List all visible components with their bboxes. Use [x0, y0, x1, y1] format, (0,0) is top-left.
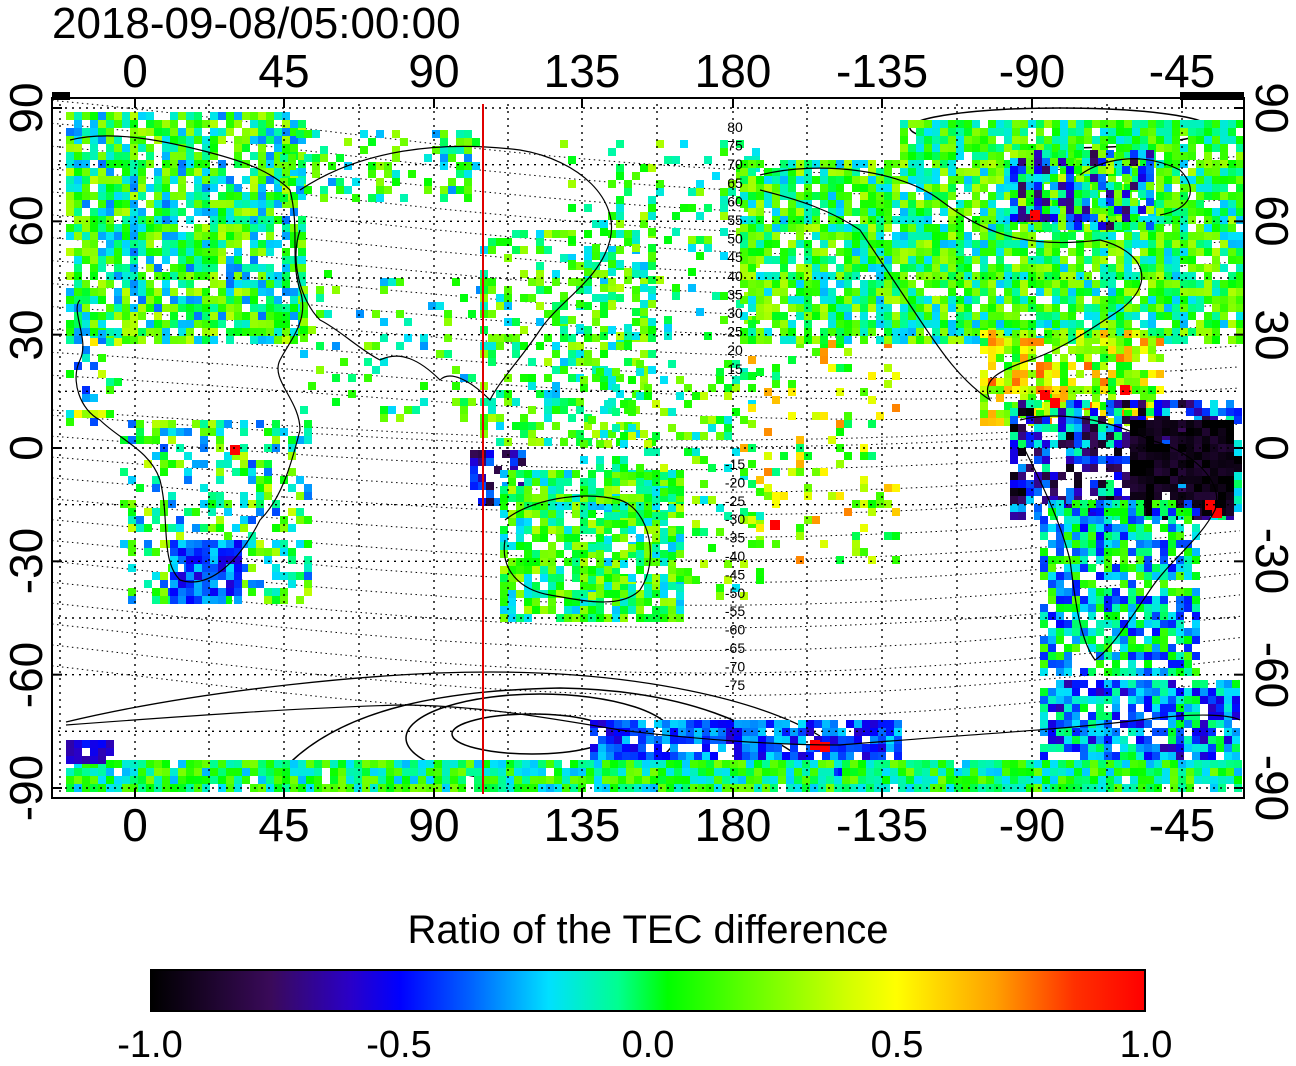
axis-tick-label: -90	[3, 755, 49, 821]
colorbar	[150, 969, 1146, 1012]
colorbar-label: -0.5	[366, 1026, 431, 1064]
contour-label: -25	[725, 493, 745, 509]
contour-label: -30	[725, 511, 745, 527]
axis-tick-label: 60	[1249, 196, 1295, 247]
axis-tick-label: 0	[3, 435, 49, 461]
colorbar-label: 1.0	[1120, 1026, 1173, 1064]
axis-tick-label: -30	[3, 528, 49, 594]
colorbar-label: 0.0	[622, 1026, 675, 1064]
axis-tick-label: 90	[3, 82, 49, 133]
axis-tick-label: -60	[1249, 641, 1295, 707]
contour-label: -65	[725, 640, 745, 656]
axis-tick-label: -135	[836, 802, 928, 848]
contour-label: 65	[727, 175, 743, 191]
contour-label: 80	[727, 119, 743, 135]
contour-labels: 80 75 70 65 60 55 50 45 40 35 30 25 20 15 -15 -20 -25 -30…	[725, 119, 745, 693]
contour-label: 40	[727, 268, 743, 284]
contour-label: -35	[725, 530, 745, 546]
axis-tick-label: -45	[1149, 802, 1215, 848]
axis-tick-label: 135	[544, 802, 621, 848]
contour-label: -60	[725, 622, 745, 638]
contour-label: 20	[727, 342, 743, 358]
contour-label: 60	[727, 193, 743, 209]
axis-tick-label: 135	[544, 48, 621, 94]
contour-label: 35	[727, 286, 743, 302]
colorbar-label: -1.0	[117, 1026, 182, 1064]
contour-label: -75	[725, 677, 745, 693]
contour-label: -70	[725, 658, 745, 674]
contour-label: 75	[727, 138, 743, 154]
axis-tick-label: 30	[1249, 309, 1295, 360]
axis-tick-label: -30	[1249, 528, 1295, 594]
axis-tick-label: -60	[3, 641, 49, 707]
contour-label: 50	[727, 231, 743, 247]
axis-tick-label: -135	[836, 48, 928, 94]
contour-label: 15	[727, 361, 743, 377]
axis-tick-label: 45	[258, 48, 309, 94]
contour-label: 45	[727, 249, 743, 265]
contour-label: -15	[725, 456, 745, 472]
axis-tick-label: 30	[3, 309, 49, 360]
axis-tick-label: -90	[999, 48, 1065, 94]
contour-label: 55	[727, 212, 743, 228]
contour-label: 25	[727, 324, 743, 340]
contour-label: -50	[725, 585, 745, 601]
contour-label: -45	[725, 566, 745, 582]
axis-tick-label: 0	[122, 48, 148, 94]
axis-tick-label: 90	[408, 802, 459, 848]
axis-tick-label: 180	[695, 802, 772, 848]
contour-label: -40	[725, 548, 745, 564]
axis-tick-label: -45	[1149, 48, 1215, 94]
axis-tick-label: 0	[1249, 435, 1295, 461]
contour-label: 30	[727, 305, 743, 321]
axis-tick-label: 60	[3, 196, 49, 247]
axis-tick-label: 90	[1249, 82, 1295, 133]
axis-tick-label: 180	[695, 48, 772, 94]
colorbar-label: 0.5	[871, 1026, 924, 1064]
axis-tick-label: 90	[408, 48, 459, 94]
colorbar-title: Ratio of the TEC difference	[0, 908, 1296, 952]
axis-tick-label: 0	[122, 802, 148, 848]
contour-label: -20	[725, 474, 745, 490]
axis-tick-label: -90	[999, 802, 1065, 848]
contour-label: -55	[725, 603, 745, 619]
axis-tick-label: 45	[258, 802, 309, 848]
axis-tick-label: -90	[1249, 755, 1295, 821]
contour-label: 70	[727, 156, 743, 172]
